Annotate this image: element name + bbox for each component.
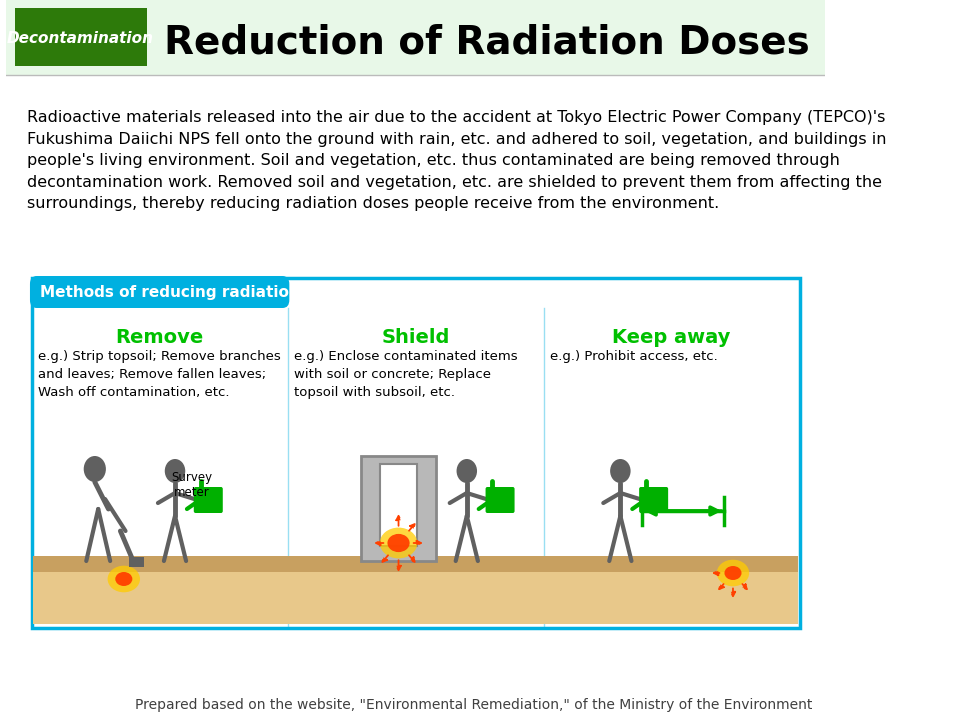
Circle shape <box>611 459 631 483</box>
Circle shape <box>165 459 185 483</box>
Ellipse shape <box>717 559 749 586</box>
Circle shape <box>84 456 106 482</box>
Text: Survey
meter: Survey meter <box>172 471 212 499</box>
Ellipse shape <box>108 566 140 593</box>
Text: e.g.) Prohibit access, etc.: e.g.) Prohibit access, etc. <box>550 350 718 363</box>
FancyBboxPatch shape <box>34 556 798 572</box>
FancyBboxPatch shape <box>6 0 826 75</box>
Text: e.g.) Enclose contaminated items
with soil or concrete; Replace
topsoil with sub: e.g.) Enclose contaminated items with so… <box>295 350 518 399</box>
Text: Reduction of Radiation Doses: Reduction of Radiation Doses <box>164 23 809 61</box>
Ellipse shape <box>388 534 410 552</box>
FancyBboxPatch shape <box>361 456 436 561</box>
Text: Remove: Remove <box>115 328 204 347</box>
Text: Radioactive materials released into the air due to the accident at Tokyo Electri: Radioactive materials released into the … <box>28 110 887 212</box>
FancyBboxPatch shape <box>14 8 147 66</box>
FancyBboxPatch shape <box>380 464 418 546</box>
FancyBboxPatch shape <box>34 556 798 624</box>
Text: Shield: Shield <box>381 328 450 347</box>
FancyBboxPatch shape <box>30 276 289 308</box>
Circle shape <box>457 459 477 483</box>
FancyBboxPatch shape <box>194 487 223 513</box>
Text: Decontamination: Decontamination <box>7 30 154 45</box>
FancyBboxPatch shape <box>129 557 144 567</box>
Ellipse shape <box>725 566 741 580</box>
Text: Keep away: Keep away <box>612 328 731 347</box>
Text: e.g.) Strip topsoil; Remove branches
and leaves; Remove fallen leaves;
Wash off : e.g.) Strip topsoil; Remove branches and… <box>38 350 281 399</box>
Text: Prepared based on the website, "Environmental Remediation," of the Ministry of t: Prepared based on the website, "Environm… <box>135 698 812 712</box>
Ellipse shape <box>380 528 418 559</box>
FancyBboxPatch shape <box>32 278 800 628</box>
FancyBboxPatch shape <box>486 487 515 513</box>
Text: Methods of reducing radiation doses: Methods of reducing radiation doses <box>40 284 354 300</box>
FancyBboxPatch shape <box>639 487 668 513</box>
Ellipse shape <box>115 572 132 586</box>
